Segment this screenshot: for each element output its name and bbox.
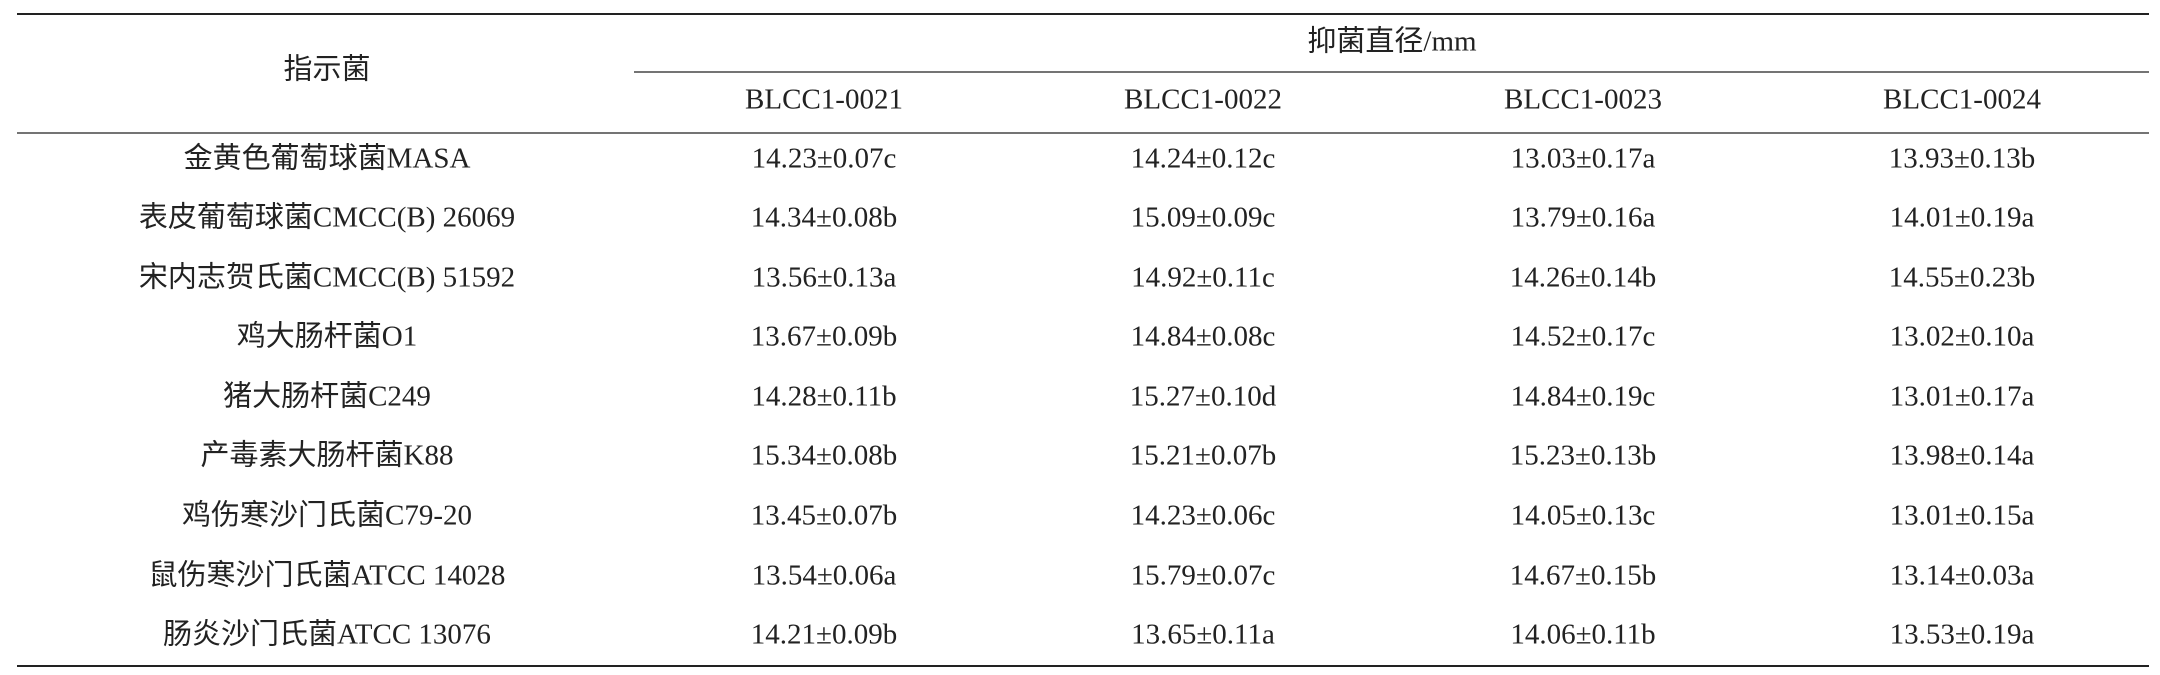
cell-value: 13.79±0.16a [1511, 202, 1656, 234]
cell-value: 13.93±0.13b [1889, 143, 2035, 175]
strain-name: 金黄色葡萄球菌MASA [184, 142, 471, 175]
strain-name: 鸡大肠杆菌O1 [237, 320, 417, 353]
cell-value: 14.23±0.06c [1131, 500, 1276, 532]
cell-value: 13.65±0.11a [1131, 619, 1275, 651]
cell-value: 13.01±0.17a [1890, 381, 2035, 413]
strain-name: 鼠伤寒沙门氏菌ATCC 14028 [149, 559, 506, 592]
strain-name: 肠炎沙门氏菌ATCC 13076 [163, 618, 491, 651]
cell-value: 15.34±0.08b [751, 440, 897, 472]
cell-value: 14.05±0.13c [1511, 500, 1656, 532]
cell-value: 13.56±0.13a [752, 262, 897, 294]
cell-value: 15.27±0.10d [1130, 381, 1277, 413]
cell-value: 13.98±0.14a [1890, 440, 2035, 472]
cell-value: 14.21±0.09b [751, 619, 897, 651]
cell-value: 13.03±0.17a [1511, 143, 1656, 175]
cell-value: 13.14±0.03a [1890, 560, 2035, 592]
indicator-header: 指示菌 [283, 53, 370, 86]
cell-value: 14.23±0.07c [752, 143, 897, 175]
cell-value: 13.67±0.09b [751, 321, 897, 353]
cell-value: 14.24±0.12c [1131, 143, 1276, 175]
cell-value: 14.67±0.15b [1510, 560, 1656, 592]
strain-name: 猪大肠杆菌C249 [223, 380, 431, 413]
cell-value: 15.79±0.07c [1131, 560, 1276, 592]
cell-value: 14.26±0.14b [1510, 262, 1656, 294]
cell-value: 15.23±0.13b [1510, 440, 1656, 472]
cell-value: 14.06±0.11b [1510, 619, 1655, 651]
cell-value: 14.84±0.08c [1131, 321, 1276, 353]
strain-name: 产毒素大肠杆菌K88 [201, 439, 454, 472]
strain-name: 宋内志贺氏菌CMCC(B) 51592 [139, 261, 515, 294]
cell-value: 14.84±0.19c [1511, 381, 1656, 413]
cell-value: 14.52±0.17c [1511, 321, 1656, 353]
strain-name: 表皮葡萄球菌CMCC(B) 26069 [139, 201, 515, 234]
cell-value: 14.55±0.23b [1889, 262, 2035, 294]
cell-value: 14.34±0.08b [751, 202, 897, 234]
cell-value: 13.02±0.10a [1890, 321, 2035, 353]
cell-value: 15.09±0.09c [1131, 202, 1276, 234]
cell-value: 14.28±0.11b [751, 381, 896, 413]
cell-value: 15.21±0.07b [1130, 440, 1276, 472]
cell-value: 14.92±0.11c [1131, 262, 1275, 294]
cell-value: 13.01±0.15a [1890, 500, 2035, 532]
group-header: 抑菌直径/mm [1307, 25, 1477, 58]
column-header: BLCC1-0024 [1883, 84, 2041, 116]
column-header: BLCC1-0022 [1124, 84, 1282, 116]
cell-value: 14.01±0.19a [1890, 202, 2035, 234]
strain-name: 鸡伤寒沙门氏菌C79-20 [182, 499, 472, 532]
cell-value: 13.53±0.19a [1890, 619, 2035, 651]
cell-value: 13.54±0.06a [752, 560, 897, 592]
cell-value: 13.45±0.07b [751, 500, 897, 532]
column-header: BLCC1-0023 [1504, 84, 1662, 116]
column-header: BLCC1-0021 [745, 84, 903, 116]
